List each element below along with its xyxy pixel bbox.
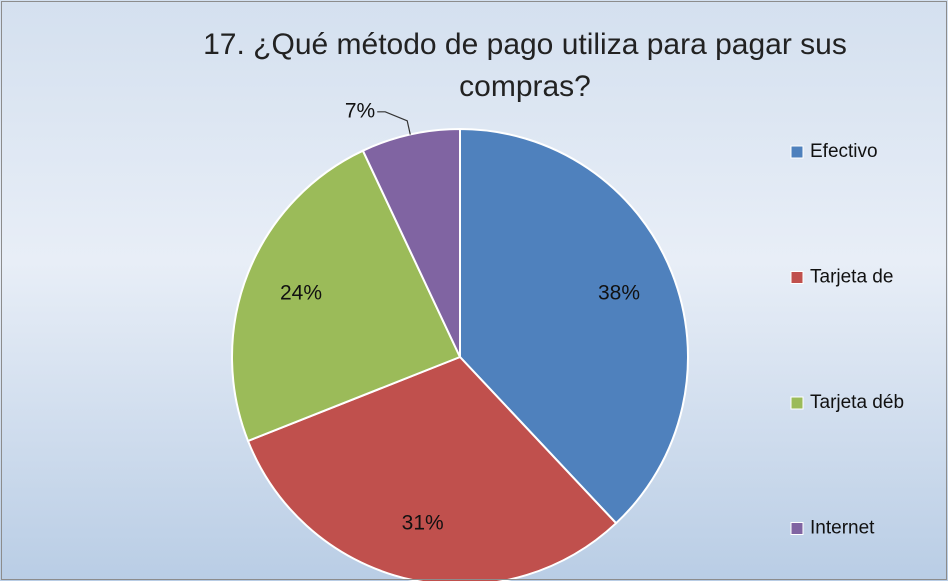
legend-swatch xyxy=(790,522,804,535)
data-label: 7% xyxy=(345,99,375,122)
data-label: 31% xyxy=(402,511,444,534)
legend-swatch xyxy=(790,396,804,410)
legend-label: Tarjeta déb xyxy=(810,392,904,413)
legend-swatch xyxy=(790,271,804,284)
chart-title: 17. ¿Qué método de pago utiliza para pag… xyxy=(203,28,847,103)
data-label: 24% xyxy=(280,282,322,305)
legend-swatch xyxy=(790,145,804,159)
legend-label: Tarjeta de xyxy=(810,267,893,288)
pie-slice xyxy=(231,149,462,443)
legend-label: Internet xyxy=(810,518,875,539)
pie-slice xyxy=(459,127,689,525)
data-label: 38% xyxy=(598,282,640,305)
legend-label: Efectivo xyxy=(810,141,878,162)
leader-line xyxy=(377,111,411,135)
